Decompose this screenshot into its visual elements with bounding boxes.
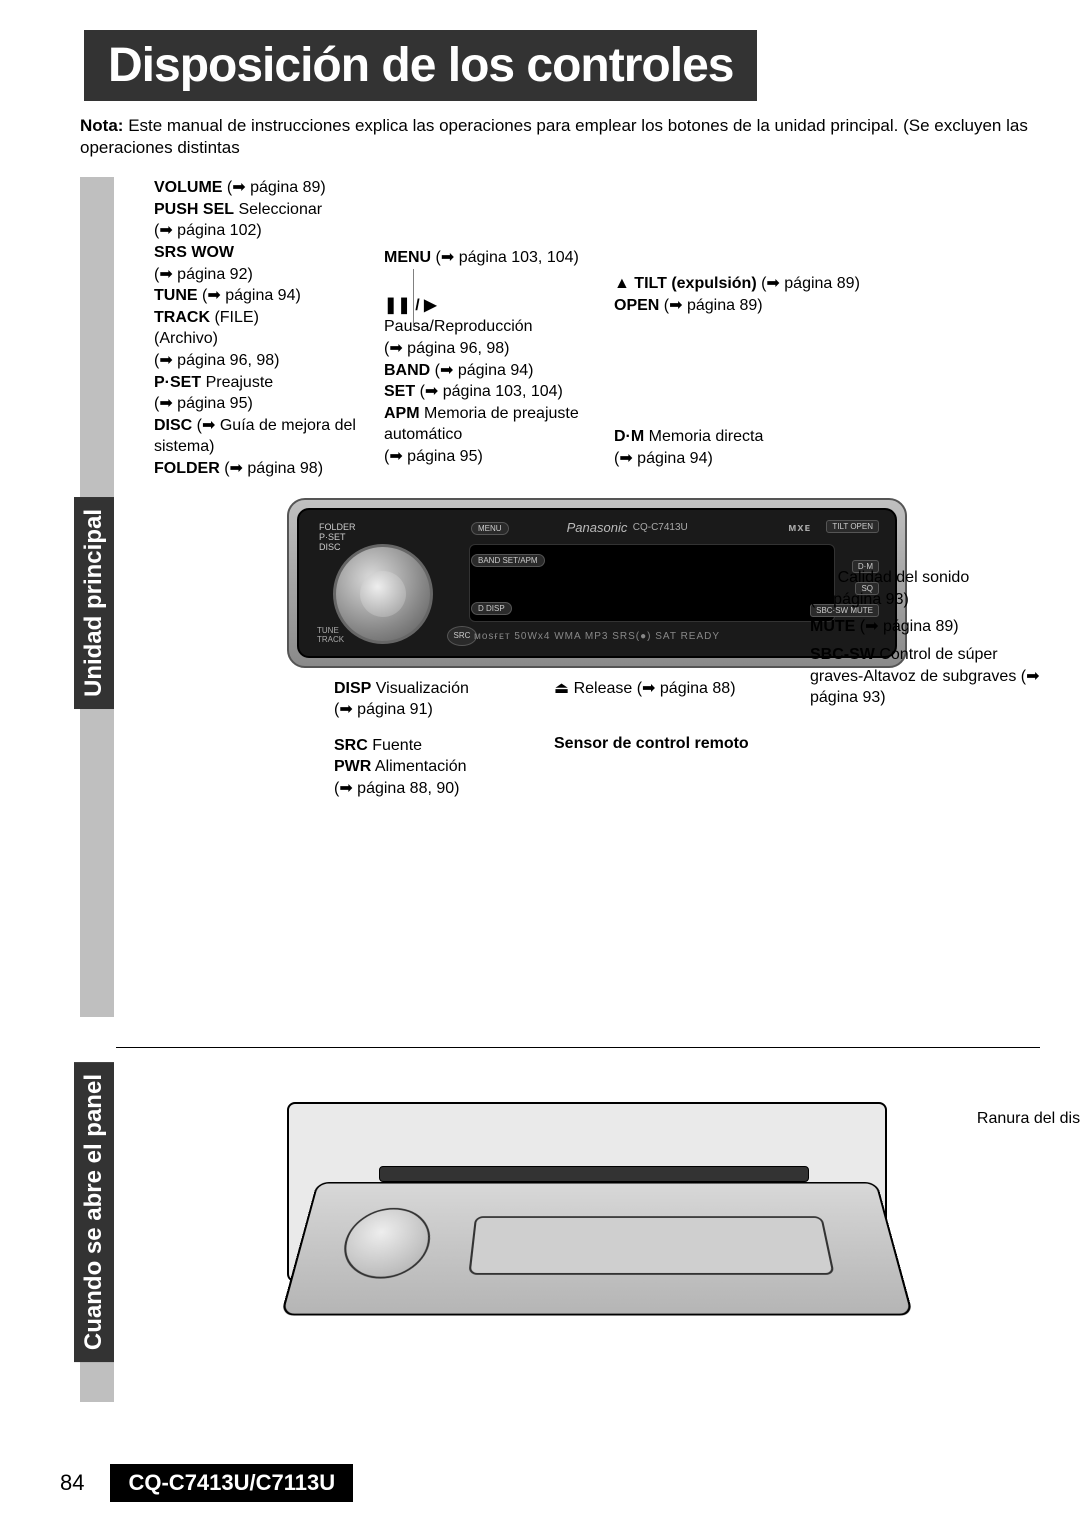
mute-label: MUTE — [810, 618, 855, 635]
apm-page: (➡ página 95) — [384, 446, 602, 468]
sq-page: (➡ página 93) — [810, 591, 909, 608]
pwr-label: PWR — [334, 758, 371, 775]
mxe-label: ᴍxᴇ — [788, 522, 811, 534]
track-rest: (FILE) — [210, 309, 259, 326]
volume-page: (➡ página 89) — [222, 179, 325, 196]
brand-label: Panasonic — [567, 520, 628, 535]
model-label: CQ-C7413U — [633, 522, 688, 533]
srswow-label: SRS WOW — [154, 242, 372, 264]
tilt-page: (➡ página 89) — [757, 275, 860, 292]
track-label: TRACK — [154, 309, 210, 326]
src-label: SRC — [334, 737, 368, 754]
pset-label: P·SET — [154, 374, 201, 391]
bottom-logos: ᴍᴏsғᴇᴛ 50Wx4 WMA MP3 SRS(●) SAT READY — [474, 631, 720, 642]
sbc-label: SBC-SW — [810, 646, 875, 663]
note-label: Nota: — [80, 116, 123, 135]
side-label-main-unit: Unidad principal — [74, 497, 114, 709]
volume-label: VOLUME — [154, 179, 222, 196]
callout-disp: DISP Visualización (➡ página 91) SRC Fue… — [334, 678, 554, 800]
callout-mid-block: MENU (➡ página 103, 104) ❚❚ / ▶ Pausa/Re… — [384, 177, 614, 479]
disp-label: DISP — [334, 680, 371, 697]
knob-label-bottom: TUNETRACK — [317, 626, 344, 644]
callout-left-block: VOLUME (➡ página 89) PUSH SEL Selecciona… — [154, 177, 384, 479]
band-page: (➡ página 94) — [430, 362, 533, 379]
menu-label: MENU — [384, 249, 431, 266]
tune-page: (➡ página 94) — [198, 287, 301, 304]
tilt-display — [468, 1216, 834, 1275]
tilt-knob — [337, 1208, 435, 1279]
pushsel-label: PUSH SEL — [154, 201, 234, 218]
knob-labels: FOLDERP·SETDISC — [319, 522, 356, 552]
dm-rest: Memoria directa — [644, 428, 763, 445]
sensor-label: Sensor de control remoto — [554, 733, 1028, 755]
track-page: (➡ página 96, 98) — [154, 350, 372, 372]
srswow-page: (➡ página 92) — [154, 264, 372, 286]
dm-page: (➡ página 94) — [614, 448, 1028, 470]
grey-bar-bottom — [80, 709, 114, 1017]
src-button-icon: SRC — [447, 626, 477, 646]
dm-label: D·M — [614, 428, 644, 445]
page-title-banner: Disposición de los controles — [84, 30, 757, 101]
track-sub: (Archivo) — [154, 328, 372, 350]
section-separator — [116, 1047, 1040, 1048]
pwr-page: (➡ página 88, 90) — [334, 778, 542, 800]
tilted-panel-illustration: Ranura del disco — [287, 1082, 907, 1372]
folder-page: (➡ página 98) — [220, 460, 323, 477]
band-label: BAND — [384, 362, 430, 379]
apm-label: APM — [384, 405, 420, 422]
pushsel-rest: Seleccionar — [234, 201, 322, 218]
set-page: (➡ página 103, 104) — [415, 383, 563, 400]
pwr-rest: Alimentación — [371, 758, 466, 775]
release-label: Release (➡ página 88) — [574, 680, 736, 697]
sq-rest: Calidad del sonido — [833, 569, 969, 586]
open-page: (➡ página 89) — [659, 297, 762, 314]
tilt-label: TILT (expulsión) — [634, 275, 756, 292]
model-footer-banner: CQ-C7413U/C7113U — [110, 1464, 353, 1502]
playpause-icon: ❚❚ / ▶ — [384, 295, 602, 317]
eject-icon: ▲ — [614, 275, 630, 292]
set-label: SET — [384, 383, 415, 400]
note-text: Este manual de instrucciones explica las… — [80, 116, 1028, 157]
folder-label: FOLDER — [154, 460, 220, 477]
disp-rest: Visualización — [371, 680, 469, 697]
disp-page: (➡ página 91) — [334, 699, 542, 721]
callout-right-top: ▲ TILT (expulsión) (➡ página 89) OPEN (➡… — [614, 177, 1040, 479]
playpause-page: (➡ página 96, 98) — [384, 338, 602, 360]
slot-label: Ranura del disco — [977, 1110, 1080, 1128]
mute-page: (➡ página 89) — [855, 618, 958, 635]
side-label-panel-open: Cuando se abre el panel — [74, 1062, 114, 1362]
disp-button-icon: D DISP — [471, 602, 512, 615]
volume-knob — [333, 544, 433, 644]
callout-right-side: SQ Calidad del sonido(➡ página 93) MUTE … — [810, 567, 1050, 709]
grey-bar-top — [80, 177, 114, 497]
release-icon: ⏏ — [554, 680, 569, 697]
pset-rest: Preajuste — [201, 374, 273, 391]
sq-label: SQ — [810, 569, 833, 586]
playpause-label: Pausa/Reproducción — [384, 316, 602, 338]
pushsel-page: (➡ página 102) — [154, 220, 372, 242]
grey-bar-section2 — [80, 1362, 114, 1402]
note-paragraph: Nota: Este manual de instrucciones expli… — [80, 115, 1040, 159]
disc-label: DISC — [154, 417, 192, 434]
menu-page: (➡ página 103, 104) — [431, 249, 579, 266]
menu-button-icon: MENU — [471, 522, 509, 535]
band-button-icon: BAND SET/APM — [471, 554, 545, 567]
page-number: 84 — [60, 1470, 84, 1496]
tune-label: TUNE — [154, 287, 198, 304]
open-label: OPEN — [614, 297, 659, 314]
src-rest: Fuente — [368, 737, 422, 754]
pset-page: (➡ página 95) — [154, 393, 372, 415]
tilt-button-icon: TILT OPEN — [826, 520, 879, 533]
disc-slot — [379, 1166, 809, 1182]
